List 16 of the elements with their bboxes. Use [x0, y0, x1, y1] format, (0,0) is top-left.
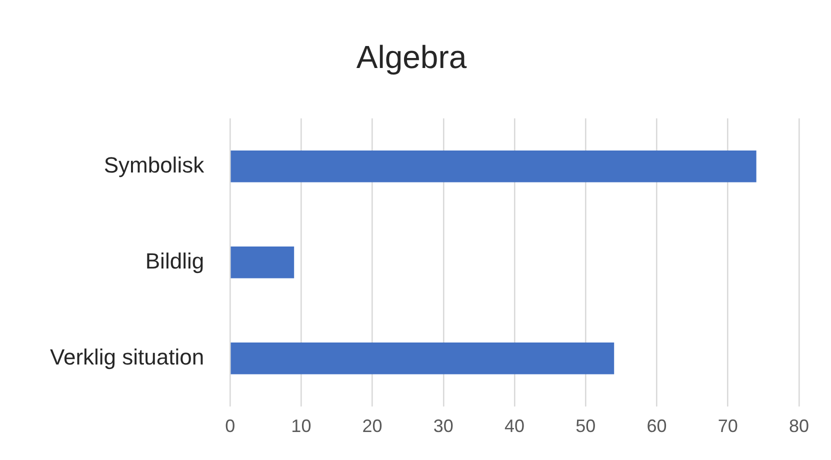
bar — [230, 150, 756, 182]
bar — [230, 246, 294, 278]
x-tick-label: 10 — [291, 416, 312, 436]
y-tick-label: Verklig situation — [50, 344, 204, 370]
x-tick-label: 20 — [362, 416, 382, 436]
x-tick-label: 70 — [718, 416, 738, 436]
x-tick-label: 30 — [433, 416, 454, 436]
x-tick-label: 60 — [646, 416, 667, 436]
x-tick-label: 50 — [576, 416, 596, 436]
x-tick-label: 40 — [504, 416, 525, 436]
x-tick-label: 80 — [788, 416, 810, 436]
chart-title: Algebra — [356, 39, 467, 76]
x-tick-label: 0 — [225, 416, 236, 436]
y-tick-label: Symbolisk — [104, 152, 206, 178]
y-tick-label: Bildlig — [145, 248, 204, 274]
bar — [230, 342, 614, 374]
